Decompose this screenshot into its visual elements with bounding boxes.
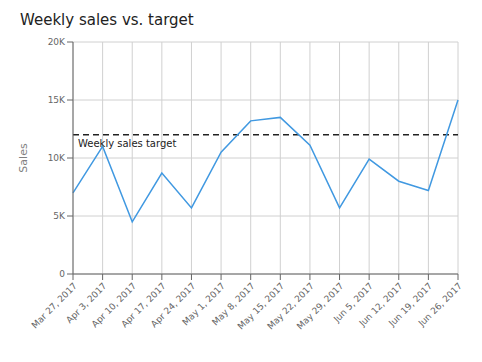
svg-text:Weekly sales target: Weekly sales target [78,138,176,149]
svg-text:20K: 20K [48,37,66,47]
svg-text:Jun 19, 2017: Jun 19, 2017 [386,280,435,329]
svg-text:5K: 5K [53,211,66,221]
html-text:Weekly sales vs. target: Weekly sales vs. target [20,11,194,29]
svg-text:Jun 26, 2017: Jun 26, 2017 [416,281,464,329]
svg-text:Mar 27, 2017: Mar 27, 2017 [29,280,79,331]
svg-text:10K: 10K [48,153,66,163]
svg-text:May 29, 2017: May 29, 2017 [294,280,346,332]
svg-text:May 15, 2017: May 15, 2017 [235,280,287,332]
svg-text:Apr 10, 2017: Apr 10, 2017 [89,280,139,330]
svg-text:May 22, 2017: May 22, 2017 [265,280,316,332]
svg-text:May 8, 2017: May 8, 2017 [210,280,257,328]
svg-text:Apr 17, 2017: Apr 17, 2017 [119,280,168,330]
svg-text:0: 0 [59,269,65,279]
svg-text:May 1, 2017: May 1, 2017 [180,280,227,328]
svg-text:Jun 5, 2017: Jun 5, 2017 [331,280,376,325]
svg-text:15K: 15K [48,95,66,105]
svg-text:Sales: Sales [17,143,30,173]
svg-text:Apr 24, 2017: Apr 24, 2017 [148,280,198,330]
svg-text:Jun 12, 2017: Jun 12, 2017 [357,280,405,329]
svg-text:Apr 3, 2017: Apr 3, 2017 [64,280,109,326]
